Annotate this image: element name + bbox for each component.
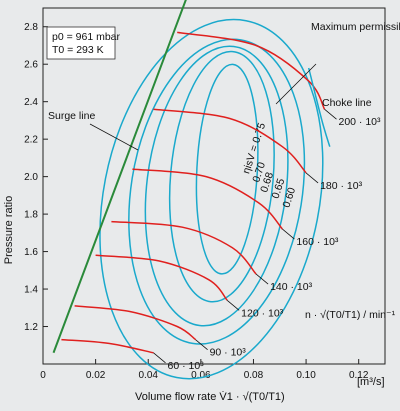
y-tick-label: 1.6 bbox=[24, 247, 38, 258]
y-tick-label: 2.4 bbox=[24, 97, 38, 108]
speed-parameter-label: n · √(T0/T1) / min⁻¹ bbox=[305, 309, 396, 321]
efficiency-contour bbox=[128, 38, 306, 345]
y-tick-label: 1.2 bbox=[24, 322, 38, 333]
speed-line bbox=[61, 338, 154, 354]
speed-line bbox=[132, 168, 283, 230]
conditions-box: p0 = 961 mbar T0 = 293 K bbox=[46, 26, 121, 60]
surge-line-group bbox=[52, 0, 187, 354]
efficiency-contour bbox=[99, 18, 324, 380]
speed-line-label: 90 · 10³ bbox=[210, 347, 247, 359]
efficiency-contour bbox=[144, 45, 289, 327]
y-axis-ticks: 1.2 1.4 1.6 1.8 2.0 2.2 2.4 2.6 2.8 bbox=[24, 22, 48, 333]
speed-line-label: 120 · 10³ bbox=[241, 307, 284, 319]
conditions-frame bbox=[46, 26, 116, 60]
speed-label-leader bbox=[324, 108, 337, 120]
max-speed-label: Maximum permissible speed bbox=[311, 21, 400, 33]
speed-line-label: 200 · 10³ bbox=[338, 116, 381, 128]
y-tick-label: 2.2 bbox=[24, 135, 38, 146]
x-tick-label: 0.02 bbox=[86, 370, 106, 381]
efficiency-contour bbox=[195, 63, 259, 275]
speed-line bbox=[177, 31, 326, 110]
speed-label-leader bbox=[305, 172, 319, 184]
x-tick-label: 0.08 bbox=[244, 370, 264, 381]
choke-line-label: Choke line bbox=[322, 97, 372, 109]
x-axis-unit: [m³/s] bbox=[357, 376, 385, 388]
y-tick-label: 1.4 bbox=[24, 285, 38, 296]
speed-label-leader bbox=[226, 299, 240, 311]
y-tick-label: 1.8 bbox=[24, 210, 38, 221]
x-axis-ticks: 0 0.02 0.04 0.06 0.08 0.10 0.12 bbox=[40, 359, 369, 381]
x-tick-label: 0.12 bbox=[349, 370, 369, 381]
condition-temperature: T0 = 293 K bbox=[52, 44, 104, 56]
speed-label-leader bbox=[153, 352, 166, 364]
y-tick-label: 2.6 bbox=[24, 60, 38, 71]
speed-label-leader bbox=[195, 339, 208, 350]
choke-line bbox=[307, 67, 331, 147]
surge-line-leader bbox=[89, 123, 139, 151]
speed-lines: 60 · 10³ 90 · 10³ 120 · 10³ 140 · 10³ 160 · … bbox=[61, 31, 381, 372]
x-tick-label: 0.04 bbox=[138, 370, 158, 381]
speed-line-label: 140 · 10³ bbox=[270, 281, 313, 293]
max-speed-leader bbox=[275, 63, 317, 105]
speed-line bbox=[74, 305, 197, 341]
x-axis-title: Volume flow rate V̇1 · √(T0/T1) bbox=[135, 390, 285, 403]
speed-label-leader bbox=[282, 228, 295, 240]
speed-line bbox=[153, 108, 307, 174]
x-tick-label: 0 bbox=[40, 370, 46, 381]
speed-line-label: 60 · 10³ bbox=[167, 360, 204, 372]
speed-label-leader bbox=[255, 273, 269, 285]
y-tick-label: 2.0 bbox=[24, 172, 38, 183]
x-tick-label: 0.06 bbox=[191, 370, 211, 381]
surge-line-label: Surge line bbox=[48, 110, 95, 122]
y-tick-label: 2.8 bbox=[24, 22, 38, 33]
plot-area bbox=[42, 7, 386, 365]
y-axis-title: Pressure ratio bbox=[3, 196, 15, 264]
speed-line-label: 160 · 10³ bbox=[296, 236, 339, 248]
speed-line bbox=[95, 254, 228, 301]
surge-line bbox=[52, 0, 187, 354]
choke-line-group bbox=[307, 67, 331, 147]
condition-pressure: p0 = 961 mbar bbox=[52, 31, 121, 43]
speed-line bbox=[111, 220, 257, 275]
x-tick-label: 0.10 bbox=[296, 370, 316, 381]
speed-line-label: 180 · 10³ bbox=[320, 180, 363, 192]
